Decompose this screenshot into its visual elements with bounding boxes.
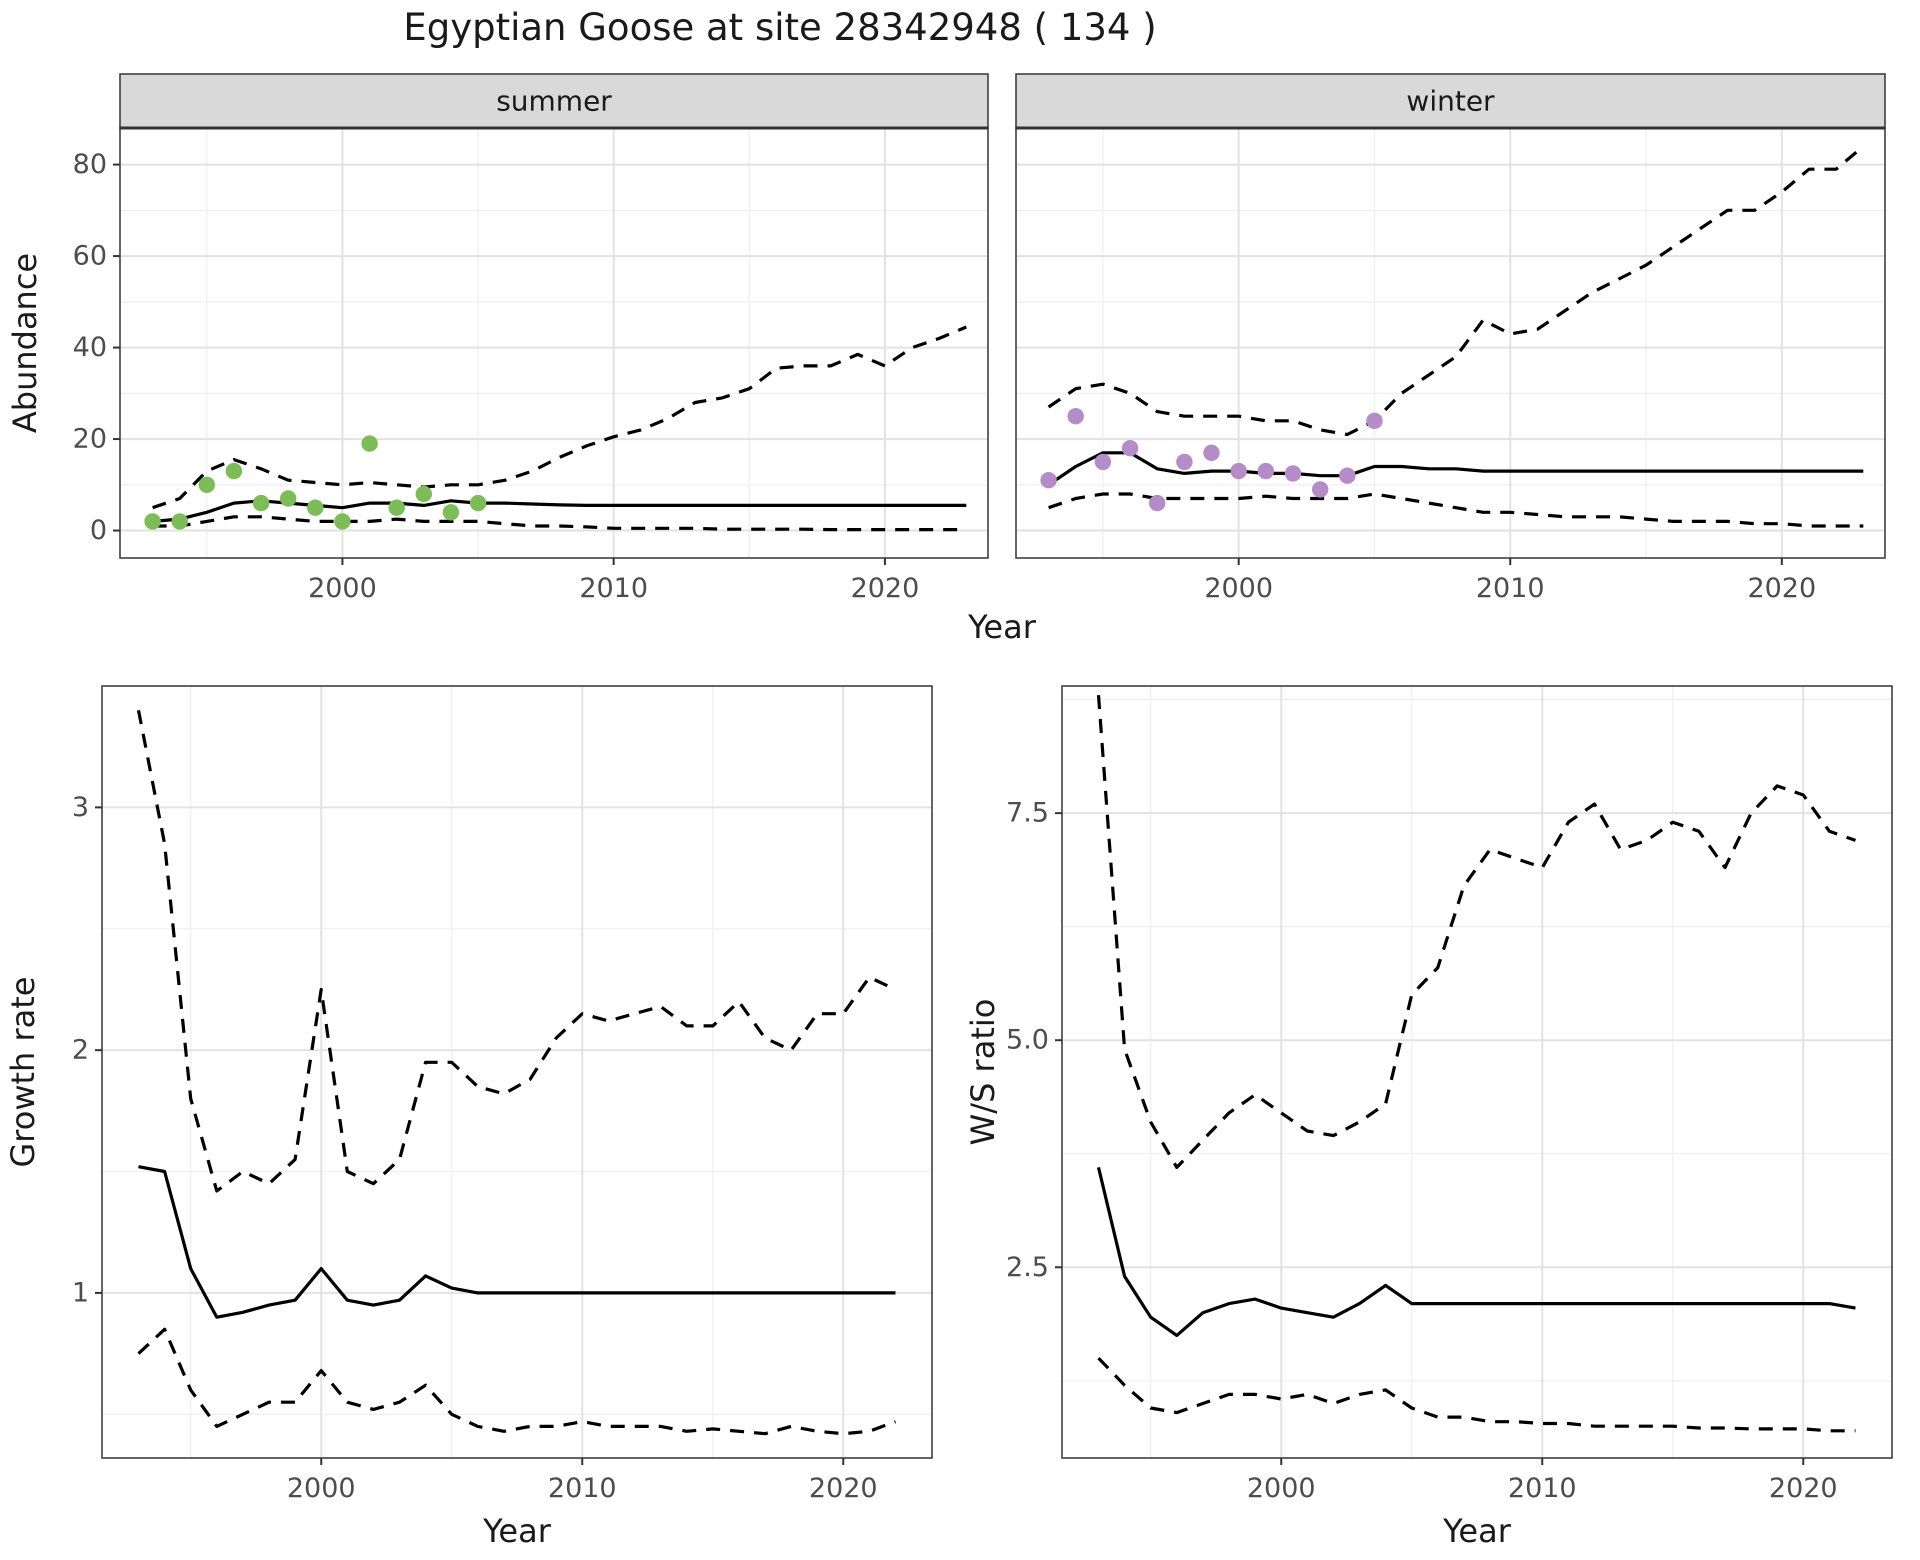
svg-text:winter: winter [1406, 85, 1495, 118]
abundance-facet-chart: summer 2000 2010 2020 0 20 40 60 80 winter 2000 201… [6, 73, 1886, 646]
svg-text:40: 40 [73, 332, 107, 363]
svg-text:Growth rate: Growth rate [4, 977, 42, 1168]
svg-text:80: 80 [73, 149, 107, 180]
svg-text:2000: 2000 [1204, 573, 1273, 604]
svg-text:2020: 2020 [851, 573, 920, 604]
svg-text:2010: 2010 [1508, 1473, 1577, 1504]
svg-text:1: 1 [72, 1277, 89, 1308]
svg-text:Year: Year [482, 1512, 552, 1550]
chart-title: Egyptian Goose at site 28342948 ( 134 ) [403, 6, 1157, 49]
svg-text:2020: 2020 [1747, 573, 1816, 604]
ws-ratio-chart: 2000 2010 2020 2.5 5.0 7.5 W/S ratio Year [964, 685, 1893, 1550]
svg-text:Abundance: Abundance [6, 253, 44, 433]
svg-text:2010: 2010 [579, 573, 648, 604]
svg-text:2000: 2000 [287, 1473, 356, 1504]
svg-text:Year: Year [967, 608, 1037, 646]
svg-text:5.0: 5.0 [1006, 1025, 1049, 1056]
svg-text:2: 2 [72, 1035, 89, 1066]
growth-rate-chart: 2000 2010 2020 1 2 3 Growth rate Year [4, 685, 933, 1550]
svg-text:2000: 2000 [308, 573, 377, 604]
svg-text:2020: 2020 [1769, 1473, 1838, 1504]
svg-text:2000: 2000 [1247, 1473, 1316, 1504]
svg-text:20: 20 [73, 424, 107, 455]
svg-text:2.5: 2.5 [1006, 1252, 1049, 1283]
svg-text:W/S ratio: W/S ratio [964, 999, 1002, 1146]
svg-text:60: 60 [73, 241, 107, 272]
svg-text:3: 3 [72, 792, 89, 823]
svg-text:summer: summer [496, 85, 612, 118]
svg-text:Year: Year [1442, 1512, 1512, 1550]
svg-text:2010: 2010 [548, 1473, 617, 1504]
svg-text:7.5: 7.5 [1006, 798, 1049, 829]
svg-text:0: 0 [90, 515, 107, 546]
svg-text:2020: 2020 [809, 1473, 878, 1504]
svg-text:2010: 2010 [1476, 573, 1545, 604]
